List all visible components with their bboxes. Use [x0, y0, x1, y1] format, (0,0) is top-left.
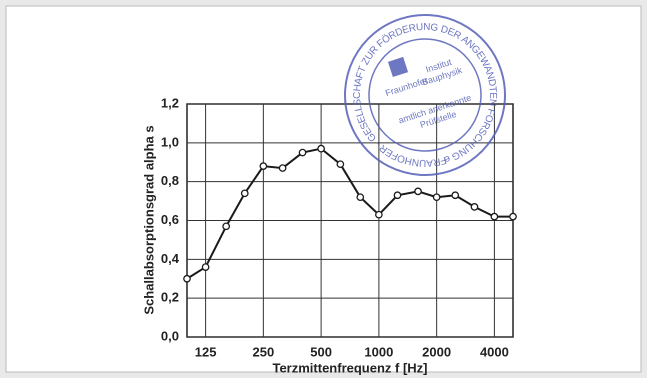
data-point: [393, 191, 402, 200]
x-tick-label: 1000: [364, 344, 393, 359]
data-point: [278, 164, 287, 172]
stamp-ring: [344, 14, 506, 176]
stamp-ring: [368, 38, 482, 152]
data-point: [356, 193, 365, 202]
data-point: [470, 203, 479, 211]
y-tick-label: 1,0: [161, 134, 179, 149]
data-point: [451, 191, 460, 200]
data-point: [317, 144, 325, 153]
x-axis-label: Terzmittenfrequenz f [Hz]: [272, 360, 427, 375]
x-tick-label: 125: [195, 344, 217, 359]
y-tick-label: 0,2: [161, 290, 179, 305]
y-tick-label: 0,8: [161, 173, 179, 188]
data-point: [259, 162, 268, 170]
data-point: [240, 189, 249, 198]
y-tick-label: 0,4: [161, 251, 180, 266]
x-tick-label: 2000: [422, 344, 451, 359]
y-tick-label: 1,2: [161, 95, 179, 110]
y-axis-label: Schallabsorptionsgrad alpha s: [141, 125, 156, 314]
data-point: [414, 187, 422, 196]
y-tick-label: 0,6: [161, 212, 179, 227]
data-point: [201, 263, 210, 271]
data-point: [298, 148, 307, 157]
data-point: [336, 160, 345, 169]
y-tick-label: 0,0: [161, 328, 179, 343]
data-point: [375, 210, 383, 219]
data-point: [432, 193, 441, 202]
data-point: [490, 212, 499, 221]
x-tick-label: 250: [253, 344, 275, 359]
x-tick-label: 4000: [480, 344, 509, 359]
data-point: [183, 274, 191, 283]
panel: [5, 5, 642, 373]
stamp-logo: [387, 56, 409, 78]
x-tick-label: 500: [310, 344, 332, 359]
data-point: [509, 212, 517, 221]
data-point: [222, 222, 231, 231]
